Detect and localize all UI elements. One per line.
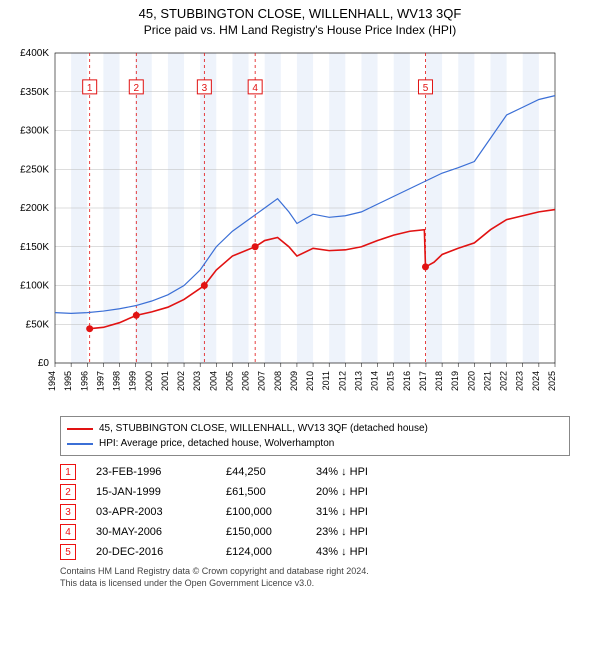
svg-text:2006: 2006: [241, 371, 251, 391]
transaction-date: 30-MAY-2006: [96, 526, 226, 538]
svg-text:£0: £0: [38, 358, 50, 369]
svg-text:£100K: £100K: [20, 281, 49, 292]
svg-text:£300K: £300K: [20, 126, 49, 137]
transaction-diff: 43% ↓ HPI: [316, 546, 416, 558]
transactions-table: 1 23-FEB-1996£44,25034% ↓ HPI 2 15-JAN-1999…: [60, 462, 570, 562]
transaction-marker: 4: [60, 524, 76, 540]
legend-label: 45, STUBBINGTON CLOSE, WILLENHALL, WV13 …: [99, 421, 428, 436]
svg-text:2024: 2024: [531, 371, 541, 391]
transaction-row: 5 20-DEC-2016£124,00043% ↓ HPI: [60, 542, 570, 562]
legend-item: HPI: Average price, detached house, Wolv…: [67, 436, 563, 451]
transaction-diff: 34% ↓ HPI: [316, 466, 416, 478]
svg-text:2014: 2014: [370, 371, 380, 391]
transaction-diff: 31% ↓ HPI: [316, 506, 416, 518]
svg-text:2019: 2019: [450, 371, 460, 391]
footer-attribution: Contains HM Land Registry data © Crown c…: [60, 566, 570, 589]
svg-text:2005: 2005: [224, 371, 234, 391]
svg-text:2011: 2011: [321, 371, 331, 390]
svg-text:1998: 1998: [112, 371, 122, 391]
svg-text:2003: 2003: [192, 371, 202, 391]
svg-text:1: 1: [87, 83, 93, 94]
svg-text:2015: 2015: [386, 371, 396, 391]
svg-text:£50K: £50K: [26, 319, 50, 330]
svg-text:£250K: £250K: [20, 164, 49, 175]
chart-container: £0 £50K £100K £150K £200K £250K £300K £350K £400…: [0, 43, 600, 408]
transaction-row: 1 23-FEB-1996£44,25034% ↓ HPI: [60, 462, 570, 482]
svg-text:4: 4: [252, 83, 258, 94]
svg-text:2016: 2016: [402, 371, 412, 391]
svg-text:2002: 2002: [176, 371, 186, 391]
svg-text:2023: 2023: [515, 371, 525, 391]
svg-text:2017: 2017: [418, 371, 428, 391]
svg-text:1999: 1999: [128, 371, 138, 391]
transaction-marker: 2: [60, 484, 76, 500]
svg-text:1995: 1995: [63, 371, 73, 391]
svg-text:£200K: £200K: [20, 203, 49, 214]
legend: 45, STUBBINGTON CLOSE, WILLENHALL, WV13 …: [60, 416, 570, 456]
svg-text:2008: 2008: [273, 371, 283, 391]
svg-text:2013: 2013: [353, 371, 363, 391]
page-title: 45, STUBBINGTON CLOSE, WILLENHALL, WV13 …: [0, 6, 600, 21]
transaction-marker: 1: [60, 464, 76, 480]
transaction-marker: 5: [60, 544, 76, 560]
transaction-diff: 20% ↓ HPI: [316, 486, 416, 498]
transaction-row: 3 03-APR-2003£100,00031% ↓ HPI: [60, 502, 570, 522]
svg-text:5: 5: [423, 83, 429, 94]
svg-text:£400K: £400K: [20, 48, 49, 59]
transaction-date: 23-FEB-1996: [96, 466, 226, 478]
svg-text:1997: 1997: [95, 371, 105, 391]
svg-text:1994: 1994: [47, 371, 57, 391]
footer-line-2: This data is licensed under the Open Gov…: [60, 578, 570, 590]
svg-text:3: 3: [202, 83, 208, 94]
svg-text:2007: 2007: [257, 371, 267, 391]
svg-text:2018: 2018: [434, 371, 444, 391]
svg-text:1996: 1996: [79, 371, 89, 391]
svg-text:£350K: £350K: [20, 87, 49, 98]
svg-text:2004: 2004: [208, 371, 218, 391]
svg-text:£150K: £150K: [20, 242, 49, 253]
transaction-date: 03-APR-2003: [96, 506, 226, 518]
transaction-date: 20-DEC-2016: [96, 546, 226, 558]
footer-line-1: Contains HM Land Registry data © Crown c…: [60, 566, 570, 578]
price-chart: £0 £50K £100K £150K £200K £250K £300K £350K £400…: [0, 43, 560, 403]
transaction-price: £61,500: [226, 486, 316, 498]
transaction-diff: 23% ↓ HPI: [316, 526, 416, 538]
svg-text:2001: 2001: [160, 371, 170, 391]
svg-text:2009: 2009: [289, 371, 299, 391]
legend-swatch: [67, 428, 93, 430]
transaction-marker: 3: [60, 504, 76, 520]
transaction-price: £100,000: [226, 506, 316, 518]
transaction-date: 15-JAN-1999: [96, 486, 226, 498]
transaction-price: £124,000: [226, 546, 316, 558]
svg-text:2010: 2010: [305, 371, 315, 391]
svg-text:2020: 2020: [466, 371, 476, 391]
legend-swatch: [67, 443, 93, 445]
svg-text:2012: 2012: [337, 371, 347, 391]
svg-text:2021: 2021: [482, 371, 492, 391]
svg-text:2000: 2000: [144, 371, 154, 391]
legend-item: 45, STUBBINGTON CLOSE, WILLENHALL, WV13 …: [67, 421, 563, 436]
transaction-row: 2 15-JAN-1999£61,50020% ↓ HPI: [60, 482, 570, 502]
svg-text:2025: 2025: [547, 371, 557, 391]
svg-text:2: 2: [134, 83, 140, 94]
transaction-price: £150,000: [226, 526, 316, 538]
transaction-row: 4 30-MAY-2006£150,00023% ↓ HPI: [60, 522, 570, 542]
legend-label: HPI: Average price, detached house, Wolv…: [99, 436, 334, 451]
page-subtitle: Price paid vs. HM Land Registry's House …: [0, 23, 600, 37]
transaction-price: £44,250: [226, 466, 316, 478]
svg-text:2022: 2022: [499, 371, 509, 391]
